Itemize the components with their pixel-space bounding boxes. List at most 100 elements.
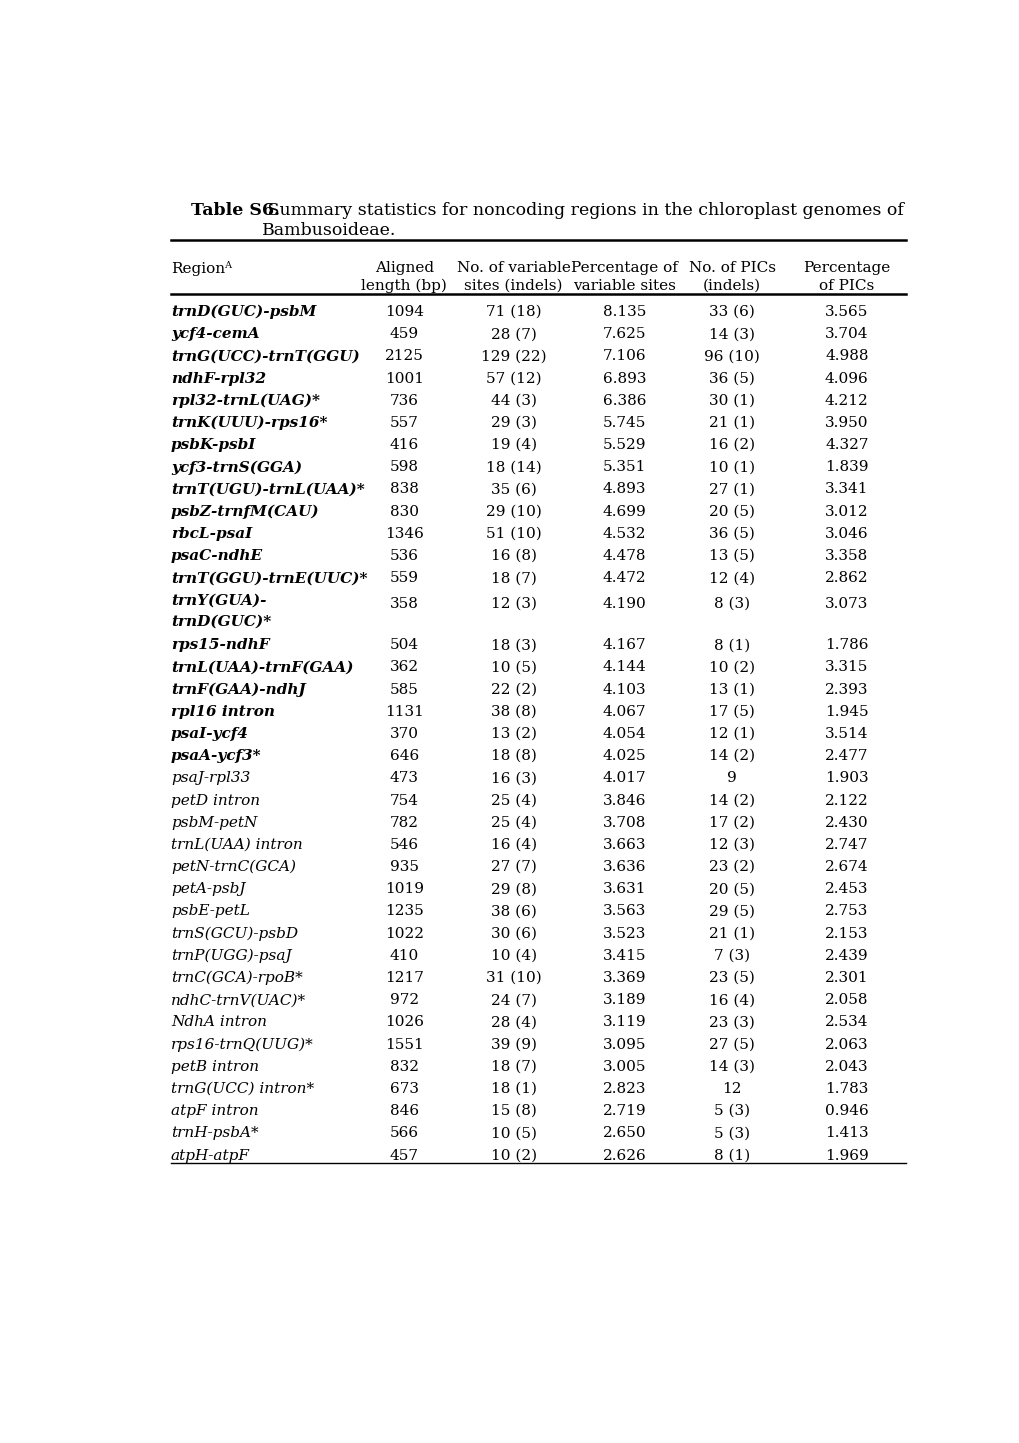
Text: 10 (1): 10 (1): [708, 460, 754, 475]
Text: 4.478: 4.478: [602, 548, 645, 563]
Text: petB intron: petB intron: [171, 1059, 259, 1074]
Text: psaI-ycf4: psaI-ycf4: [171, 727, 249, 740]
Text: 504: 504: [389, 638, 419, 652]
Text: 0.946: 0.946: [824, 1104, 868, 1118]
Text: 18 (7): 18 (7): [490, 571, 536, 586]
Text: Aligned: Aligned: [374, 261, 433, 276]
Text: 10 (4): 10 (4): [490, 949, 536, 962]
Text: trnP(UGG)-psaJ: trnP(UGG)-psaJ: [171, 949, 291, 964]
Text: No. of variable: No. of variable: [457, 261, 570, 276]
Text: rps16-trnQ(UUG)*: rps16-trnQ(UUG)*: [171, 1038, 314, 1052]
Text: 3.073: 3.073: [824, 597, 868, 610]
Text: 2.043: 2.043: [824, 1059, 868, 1074]
Text: 3.846: 3.846: [602, 794, 645, 808]
Text: rps15-ndhF: rps15-ndhF: [171, 638, 269, 652]
Text: 782: 782: [389, 815, 418, 830]
Text: psbM-petN: psbM-petN: [171, 815, 257, 830]
Text: 2.747: 2.747: [824, 838, 868, 851]
Text: 21 (1): 21 (1): [708, 416, 754, 430]
Text: 1131: 1131: [384, 704, 423, 719]
Text: 2.393: 2.393: [824, 683, 868, 697]
Text: 31 (10): 31 (10): [485, 971, 541, 986]
Text: 2.430: 2.430: [824, 815, 868, 830]
Text: trnG(UCC)-trnT(GGU): trnG(UCC)-trnT(GGU): [171, 349, 360, 364]
Text: 16 (8): 16 (8): [490, 548, 536, 563]
Text: 18 (14): 18 (14): [485, 460, 541, 475]
Text: 2.674: 2.674: [824, 860, 868, 874]
Text: ndhC-trnV(UAC)*: ndhC-trnV(UAC)*: [171, 993, 306, 1007]
Text: psaA-ycf3*: psaA-ycf3*: [171, 749, 261, 763]
Text: 459: 459: [389, 328, 419, 341]
Text: rpl16 intron: rpl16 intron: [171, 704, 275, 719]
Text: petA-psbJ: petA-psbJ: [171, 882, 246, 896]
Text: 5 (3): 5 (3): [713, 1104, 750, 1118]
Text: 10 (5): 10 (5): [490, 661, 536, 674]
Text: 1.413: 1.413: [824, 1127, 868, 1140]
Text: 1.783: 1.783: [824, 1082, 868, 1095]
Text: trnL(UAA) intron: trnL(UAA) intron: [171, 838, 303, 851]
Text: 4.893: 4.893: [602, 482, 645, 496]
Text: 12 (4): 12 (4): [708, 571, 754, 586]
Text: 29 (8): 29 (8): [490, 882, 536, 896]
Text: 2.534: 2.534: [824, 1016, 868, 1029]
Text: 30 (1): 30 (1): [708, 394, 754, 408]
Text: 30 (6): 30 (6): [490, 926, 536, 941]
Text: 3.119: 3.119: [602, 1016, 645, 1029]
Text: 935: 935: [389, 860, 418, 874]
Text: 1022: 1022: [384, 926, 423, 941]
Text: 10 (2): 10 (2): [490, 1149, 536, 1163]
Text: 44 (3): 44 (3): [490, 394, 536, 408]
Text: 3.005: 3.005: [602, 1059, 645, 1074]
Text: ycf4-cemA: ycf4-cemA: [171, 328, 260, 341]
Text: 8.135: 8.135: [602, 304, 645, 319]
Text: 1235: 1235: [384, 905, 423, 918]
Text: 7.625: 7.625: [602, 328, 645, 341]
Text: 29 (5): 29 (5): [708, 905, 754, 918]
Text: 27 (5): 27 (5): [708, 1038, 754, 1052]
Text: 736: 736: [389, 394, 418, 408]
Text: 3.636: 3.636: [602, 860, 645, 874]
Text: 7 (3): 7 (3): [713, 949, 750, 962]
Text: 18 (8): 18 (8): [490, 749, 536, 763]
Text: 2.626: 2.626: [602, 1149, 646, 1163]
Text: 3.563: 3.563: [602, 905, 645, 918]
Text: 23 (2): 23 (2): [708, 860, 754, 874]
Text: 2125: 2125: [384, 349, 423, 364]
Text: 4.167: 4.167: [602, 638, 645, 652]
Text: 559: 559: [389, 571, 418, 586]
Text: 1.969: 1.969: [824, 1149, 868, 1163]
Text: 71 (18): 71 (18): [485, 304, 541, 319]
Text: 21 (1): 21 (1): [708, 926, 754, 941]
Text: psaC-ndhE: psaC-ndhE: [171, 548, 263, 563]
Text: trnC(GCA)-rpoB*: trnC(GCA)-rpoB*: [171, 971, 303, 986]
Text: 16 (2): 16 (2): [708, 439, 754, 452]
Text: 1551: 1551: [384, 1038, 423, 1052]
Text: 1217: 1217: [384, 971, 423, 986]
Text: 4.144: 4.144: [602, 661, 646, 674]
Text: of PICs: of PICs: [818, 278, 873, 293]
Text: 13 (5): 13 (5): [708, 548, 754, 563]
Text: petD intron: petD intron: [171, 794, 260, 808]
Text: trnK(UUU)-rps16*: trnK(UUU)-rps16*: [171, 416, 327, 430]
Text: 16 (4): 16 (4): [708, 993, 754, 1007]
Text: trnD(GUC)*: trnD(GUC)*: [171, 615, 271, 629]
Text: 4.212: 4.212: [824, 394, 868, 408]
Text: psbE-petL: psbE-petL: [171, 905, 250, 918]
Text: 12 (3): 12 (3): [490, 597, 536, 610]
Text: 3.565: 3.565: [824, 304, 868, 319]
Text: 38 (6): 38 (6): [490, 905, 536, 918]
Text: 5 (3): 5 (3): [713, 1127, 750, 1140]
Text: psbK-psbI: psbK-psbI: [171, 439, 256, 452]
Text: 1094: 1094: [384, 304, 423, 319]
Text: 10 (2): 10 (2): [708, 661, 754, 674]
Text: Percentage of: Percentage of: [571, 261, 677, 276]
Text: 39 (9): 39 (9): [490, 1038, 536, 1052]
Text: 3.189: 3.189: [602, 993, 645, 1007]
Text: 3.415: 3.415: [602, 949, 645, 962]
Text: 673: 673: [389, 1082, 418, 1095]
Text: 3.523: 3.523: [602, 926, 645, 941]
Text: 2.753: 2.753: [824, 905, 868, 918]
Text: 410: 410: [389, 949, 419, 962]
Text: 2.122: 2.122: [824, 794, 868, 808]
Text: 51 (10): 51 (10): [485, 527, 541, 541]
